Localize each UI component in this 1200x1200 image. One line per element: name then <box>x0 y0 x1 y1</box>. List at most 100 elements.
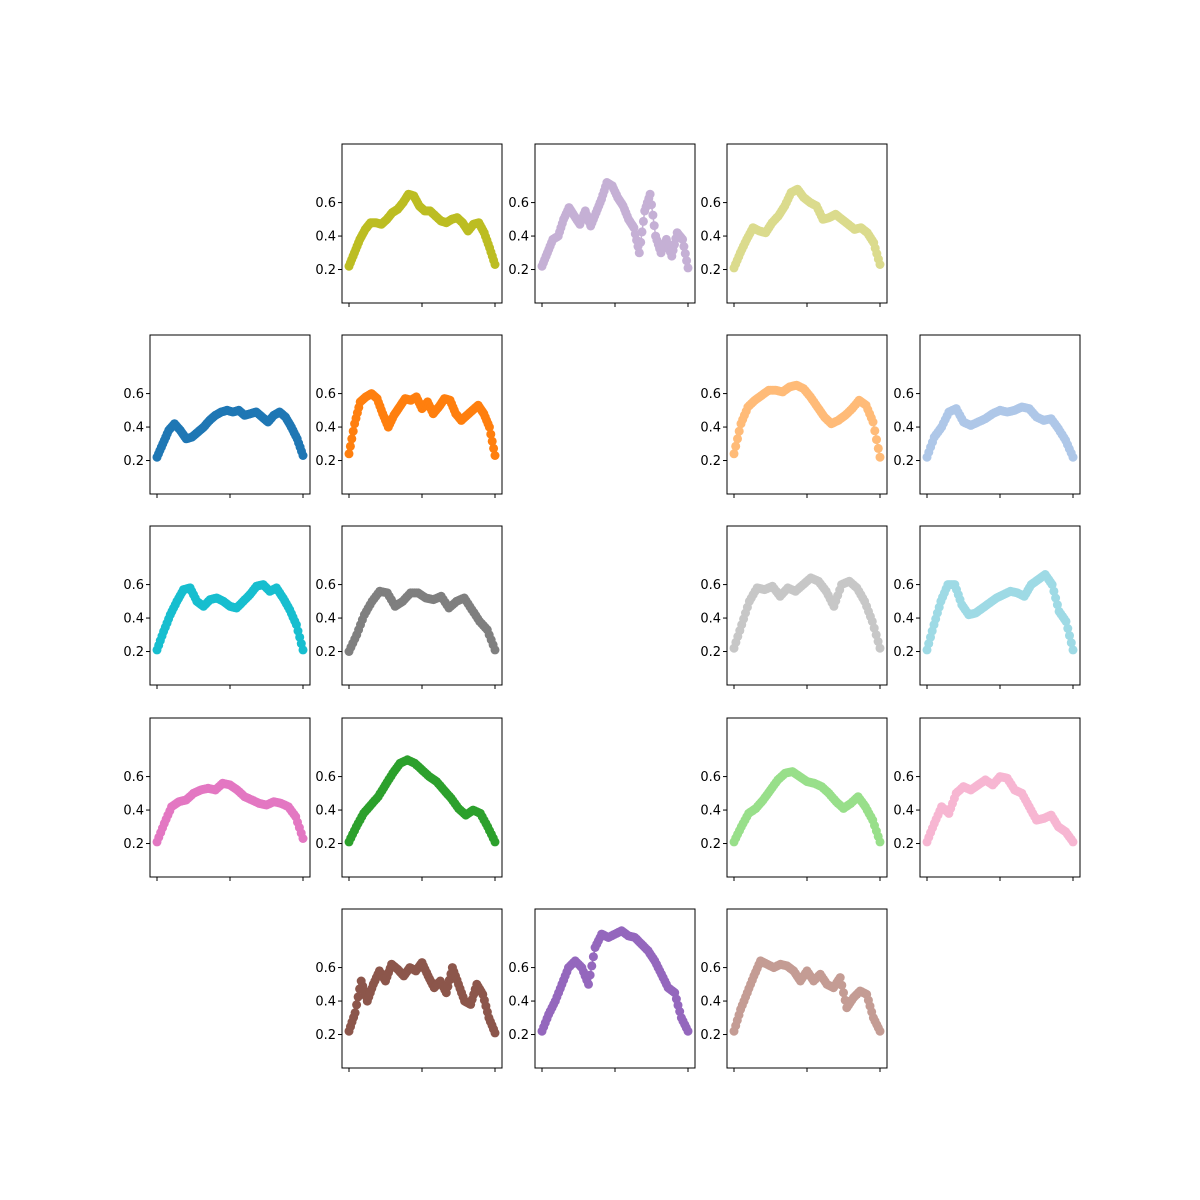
subplot-2-4: 0.2 0.4 0.6 <box>893 525 1081 689</box>
data-point-fill <box>638 216 648 226</box>
y-tick-label: 0.4 <box>700 421 721 436</box>
data-point <box>490 645 500 655</box>
y-tick-label: 0.4 <box>508 995 529 1010</box>
data-point-fill <box>734 426 744 436</box>
y-tick-label: 0.6 <box>700 961 721 976</box>
data-point <box>350 1008 360 1018</box>
series-line <box>156 782 304 843</box>
y-tick-label: 0.2 <box>315 645 336 660</box>
y-tick-label: 0.2 <box>508 1028 529 1043</box>
y-tick-label: 0.4 <box>123 612 144 627</box>
data-point <box>875 643 885 653</box>
y-tick-label: 0.2 <box>123 645 144 660</box>
data-point-fill <box>733 434 742 444</box>
subplot-4-2: 0.2 0.4 0.6 <box>508 908 696 1072</box>
subplot-1-1: 0.2 0.4 0.6 <box>315 334 503 498</box>
subplot-1-3: 0.2 0.4 0.6 <box>700 334 888 498</box>
y-tick-label: 0.6 <box>123 770 144 785</box>
data-point-fill <box>353 992 363 1002</box>
data-point-fill <box>637 227 647 237</box>
data-point-fill <box>487 436 497 446</box>
axes-frame <box>919 717 1081 878</box>
axes-frame <box>341 334 503 495</box>
y-tick-label: 0.4 <box>893 804 914 819</box>
subplot-3-1: 0.2 0.4 0.6 <box>315 717 503 881</box>
data-point <box>490 837 500 847</box>
data-point-fill <box>489 443 499 453</box>
data-point <box>835 973 845 983</box>
data-point <box>584 979 593 989</box>
data-point <box>729 449 739 459</box>
data-point-fill <box>486 429 496 439</box>
data-point-fill <box>731 441 741 451</box>
subplot-1-0: 0.2 0.4 0.6 <box>123 334 311 498</box>
y-tick-label: 0.2 <box>315 1028 336 1043</box>
axes-frame <box>726 334 888 495</box>
data-point-fill <box>873 443 883 453</box>
data-point-fill <box>348 426 358 436</box>
data-point-fill <box>679 242 689 251</box>
y-tick-label: 0.2 <box>700 454 721 469</box>
data-point-fill <box>872 435 881 445</box>
axes-frame <box>341 717 503 878</box>
subplot-4-1: 0.2 0.4 0.6 <box>315 908 503 1072</box>
data-point-fill <box>587 961 597 971</box>
subplot-0-3: 0.2 0.4 0.6 <box>700 143 888 307</box>
y-tick-label: 0.6 <box>315 961 336 976</box>
subplot-2-3: 0.2 0.4 0.6 <box>700 525 888 689</box>
data-point-fill <box>682 256 692 266</box>
y-tick-label: 0.2 <box>893 454 914 469</box>
y-tick-label: 0.2 <box>700 837 721 852</box>
data-point <box>678 234 688 244</box>
y-tick-label: 0.6 <box>700 196 721 211</box>
y-tick-label: 0.2 <box>123 837 144 852</box>
data-point-fill <box>636 237 646 247</box>
data-point-fill <box>839 988 848 998</box>
data-point <box>298 645 308 655</box>
data-point <box>875 837 885 847</box>
y-tick-label: 0.2 <box>893 645 914 660</box>
data-point <box>484 422 494 432</box>
y-tick-label: 0.4 <box>700 230 721 245</box>
subplot-0-2: 0.2 0.4 0.6 <box>508 143 696 307</box>
y-tick-label: 0.4 <box>315 995 336 1010</box>
y-tick-label: 0.6 <box>893 387 914 402</box>
data-point-fill <box>347 434 357 444</box>
data-point-fill <box>585 970 595 980</box>
y-tick-label: 0.4 <box>123 804 144 819</box>
data-point <box>1061 616 1071 626</box>
y-tick-label: 0.6 <box>315 578 336 593</box>
data-point <box>1068 452 1078 462</box>
y-tick-label: 0.2 <box>700 263 721 278</box>
data-point-fill <box>352 1000 362 1010</box>
data-point <box>868 417 878 427</box>
y-tick-label: 0.6 <box>315 770 336 785</box>
data-point <box>490 1028 500 1038</box>
y-tick-label: 0.2 <box>315 837 336 852</box>
data-point <box>344 449 354 459</box>
y-tick-label: 0.2 <box>508 263 529 278</box>
data-point-fill <box>648 210 658 220</box>
data-point <box>875 1026 885 1036</box>
y-tick-label: 0.4 <box>700 804 721 819</box>
y-tick-label: 0.2 <box>315 263 336 278</box>
data-point-fill <box>345 441 355 451</box>
y-tick-label: 0.2 <box>893 837 914 852</box>
axes-frame <box>726 143 888 304</box>
data-point <box>683 1026 693 1036</box>
y-tick-label: 0.4 <box>893 421 914 436</box>
data-point <box>490 260 500 269</box>
y-tick-label: 0.6 <box>893 770 914 785</box>
y-tick-label: 0.6 <box>315 196 336 211</box>
y-tick-label: 0.6 <box>123 387 144 402</box>
data-point-fill <box>837 980 847 990</box>
data-point <box>875 260 885 269</box>
data-point-fill <box>1063 624 1073 633</box>
subplot-4-3: 0.2 0.4 0.6 <box>700 908 888 1072</box>
subplot-3-0: 0.2 0.4 0.6 <box>123 717 311 881</box>
y-tick-label: 0.4 <box>315 612 336 627</box>
subplot-0-1: 0.2 0.4 0.6 <box>315 143 503 307</box>
data-point-fill <box>649 221 659 231</box>
subplot-3-3: 0.2 0.4 0.6 <box>700 717 888 881</box>
